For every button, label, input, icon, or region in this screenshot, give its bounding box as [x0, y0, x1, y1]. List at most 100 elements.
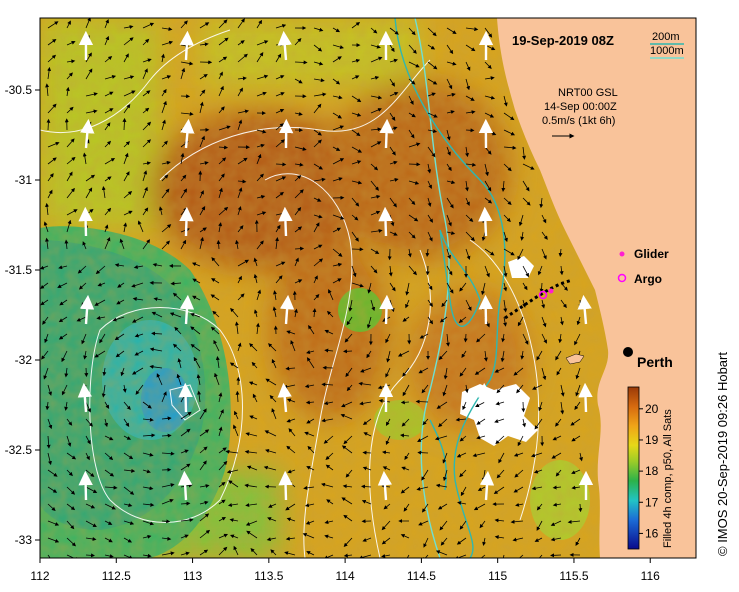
current-vector [215, 356, 220, 369]
current-vector [427, 316, 434, 325]
current-vector [465, 78, 471, 91]
current-vector [123, 37, 134, 46]
current-vector [104, 469, 115, 477]
current-vector [427, 214, 433, 223]
current-vector [180, 188, 188, 199]
current-vector [381, 554, 391, 558]
current-vector [312, 308, 317, 318]
y-tick-label: -33 [15, 533, 33, 547]
current-vector [550, 537, 562, 542]
current-vector [532, 384, 543, 390]
current-vector [503, 248, 515, 256]
current-vector [332, 78, 341, 85]
current-vector [389, 78, 395, 87]
colorbar-tick-label: 16 [645, 526, 659, 540]
current-vector [104, 140, 112, 148]
current-vector [218, 157, 227, 165]
current-vector [436, 401, 448, 409]
current-vector [218, 460, 228, 471]
current-vector [522, 146, 527, 160]
current-vector [285, 366, 296, 371]
current-vector [360, 367, 372, 373]
y-tick-label: -32.5 [5, 443, 33, 457]
current-vector [302, 533, 315, 539]
colorbar-label: Filled 4h comp, p50, All Sats [662, 409, 674, 548]
current-vector [439, 520, 448, 531]
current-vector [85, 109, 98, 114]
current-vector [77, 265, 87, 274]
current-vector [142, 553, 152, 558]
current-vector [522, 180, 530, 192]
current-vector [459, 282, 467, 292]
current-vector [438, 350, 448, 361]
current-vector [367, 282, 372, 294]
current-vector [427, 180, 432, 189]
current-vector [446, 214, 452, 227]
wind-arrow [278, 470, 293, 501]
current-vector [437, 503, 448, 510]
current-vector [237, 157, 248, 165]
x-tick-label: 114 [336, 569, 355, 583]
current-vector [142, 469, 151, 474]
current-time-label: 14-Sep 00:00Z [544, 101, 617, 113]
current-vector [416, 486, 429, 491]
current-vector [313, 222, 320, 233]
current-vector [370, 265, 378, 274]
current-vector [446, 248, 451, 260]
x-tick-label: 116 [641, 569, 660, 583]
current-vector [304, 503, 315, 508]
current-vector [123, 25, 134, 29]
current-vector [104, 452, 114, 461]
current-vector [46, 435, 51, 449]
current-vector [294, 207, 302, 216]
current-vector [484, 248, 495, 256]
current-vector [256, 91, 267, 97]
current-vector [61, 384, 68, 396]
current-vector [250, 547, 258, 556]
current-vector [142, 534, 152, 539]
current-vector [408, 44, 417, 54]
current-vector [78, 282, 87, 290]
current-vector [180, 501, 191, 506]
current-vector [151, 311, 163, 318]
current-vector [210, 326, 220, 335]
current-vector [47, 103, 57, 114]
current-vector [383, 503, 391, 510]
current-vector [142, 139, 151, 148]
current-vector [534, 537, 543, 542]
current-vector [47, 452, 52, 466]
current-vector [199, 500, 209, 505]
current-vector [266, 537, 277, 542]
current-vector [538, 554, 543, 558]
current-vector [446, 110, 455, 114]
current-vector [465, 214, 474, 223]
current-vector [199, 484, 210, 488]
current-vector [476, 418, 486, 425]
current-vector [324, 520, 334, 525]
current-vector [465, 299, 472, 311]
current-vector [324, 534, 334, 539]
current-vector [275, 24, 287, 29]
current-vector [47, 503, 56, 512]
current-vector [405, 299, 410, 309]
current-vector [351, 197, 360, 207]
current-vector [465, 95, 475, 101]
current-vector [256, 289, 262, 301]
current-vector [66, 59, 76, 64]
current-vector [66, 209, 78, 216]
current-vector [210, 294, 220, 301]
current-vector [275, 75, 285, 80]
current-vector [275, 224, 281, 233]
x-tick-label: 112.5 [102, 569, 131, 583]
current-vector [427, 129, 438, 134]
current-vector [256, 51, 264, 63]
current-vector [149, 347, 163, 352]
current-vector [245, 432, 258, 437]
current-vector [389, 160, 398, 165]
current-vector [288, 428, 296, 437]
current-vector [550, 520, 562, 526]
current-vector [253, 309, 258, 318]
current-vector [313, 177, 326, 182]
current-vector [122, 117, 127, 131]
current-vector [199, 513, 210, 522]
